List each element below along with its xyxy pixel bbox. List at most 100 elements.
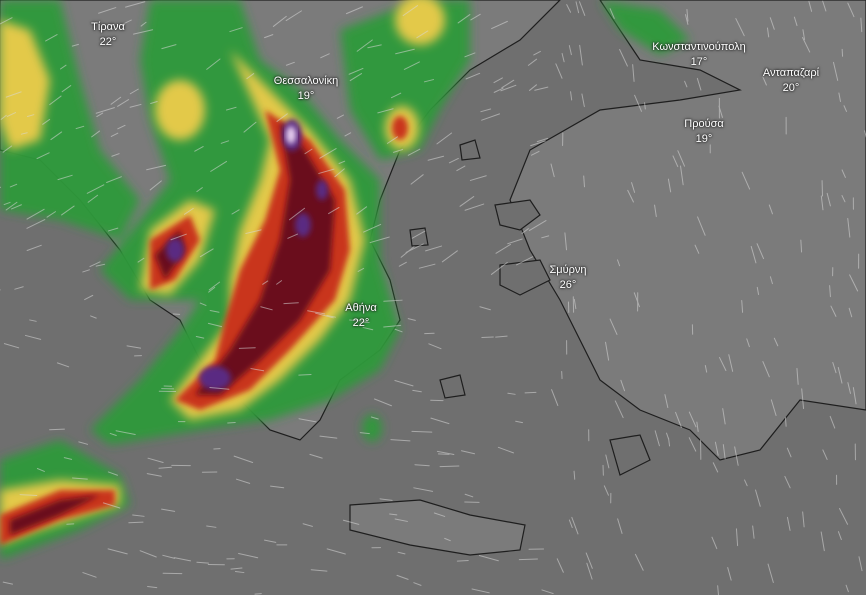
wind-streak (14, 286, 24, 290)
wind-streak (231, 209, 240, 215)
wind-streak (86, 184, 105, 194)
wind-streak (146, 164, 167, 171)
wind-streak (728, 354, 734, 372)
wind-streak (158, 466, 172, 469)
wind-streak (801, 388, 805, 410)
wind-streak (238, 553, 259, 559)
wind-streak (82, 269, 90, 273)
wind-streak (843, 105, 847, 112)
wind-streak (469, 175, 487, 181)
wind-streak (207, 322, 223, 328)
wind-streak (57, 174, 73, 181)
wind-streak (379, 498, 393, 501)
wind-streak (712, 462, 719, 473)
city-name: Προύσα (684, 118, 724, 130)
wind-streak (410, 174, 424, 185)
wind-streak (479, 306, 491, 311)
wind-streak (126, 345, 142, 349)
wind-streak (56, 362, 70, 368)
wind-streak (11, 204, 22, 210)
wind-streak (170, 233, 187, 241)
wind-streak (441, 250, 458, 263)
wind-streak (837, 531, 842, 541)
wind-streak (357, 267, 365, 272)
wind-streak (541, 235, 550, 239)
wind-streak (208, 286, 216, 293)
city-label-bursa[interactable]: Προύσα 19° (684, 117, 723, 147)
wind-streak (283, 302, 299, 305)
wind-streak (209, 310, 220, 313)
wind-streak (367, 44, 382, 49)
wind-streak (132, 514, 145, 517)
wind-streak (344, 132, 352, 137)
city-label-tirana[interactable]: Τίρανα 22° (91, 20, 125, 50)
wind-streak (230, 567, 243, 570)
wind-streak (515, 420, 524, 424)
wind-streak (439, 465, 460, 468)
wind-streak (95, 263, 106, 267)
city-temp: 22° (99, 36, 117, 48)
wind-streak (617, 259, 621, 267)
wind-streak (470, 13, 481, 21)
wind-streak (407, 318, 416, 321)
city-name: Θεσσαλονίκη (273, 75, 339, 87)
wind-streak (766, 27, 770, 38)
wind-streak (276, 280, 283, 285)
wind-streak (389, 513, 398, 516)
city-label-athens[interactable]: Αθήνα 22° (345, 301, 376, 331)
wind-streak (196, 187, 203, 193)
wind-streak (42, 118, 51, 125)
wind-streak (459, 196, 475, 207)
wind-streak (666, 432, 670, 440)
wind-streak (46, 211, 57, 218)
wind-streak (668, 437, 671, 447)
wind-streak (71, 43, 79, 47)
wind-streak (786, 516, 791, 531)
wind-streak (531, 150, 540, 156)
wind-streak (784, 475, 791, 489)
wind-streak (741, 300, 744, 313)
city-temp: 26° (559, 279, 577, 291)
city-label-adapazari[interactable]: Ανταπαζαρί 20° (763, 66, 819, 96)
wind-streak (430, 417, 450, 425)
wind-streak (800, 239, 803, 253)
wind-streak (847, 382, 851, 394)
wind-streak (478, 554, 499, 562)
wind-streak (78, 441, 89, 445)
wind-streak (756, 286, 760, 296)
wind-streak (413, 487, 434, 492)
wind-streak (390, 439, 411, 442)
wind-streak (75, 125, 85, 130)
wind-streak (566, 4, 572, 13)
wind-streak (107, 471, 118, 476)
wind-streak (521, 228, 529, 234)
wind-streak (395, 48, 415, 55)
wind-streak (464, 203, 485, 211)
wind-streak (246, 73, 255, 80)
city-label-istanbul[interactable]: Κωνσταντινούπολη 17° (652, 40, 746, 70)
wind-streak (233, 455, 254, 463)
wind-streak (579, 44, 583, 66)
city-label-izmir[interactable]: Σμύρνη 26° (549, 263, 586, 293)
wind-streak (767, 563, 774, 584)
wind-streak (770, 399, 777, 416)
wind-streak (578, 1, 586, 16)
city-label-thessaloniki[interactable]: Θεσσαλονίκη 19° (274, 74, 338, 104)
wind-streak (334, 168, 345, 178)
city-name: Κωνσταντινούπολη (652, 41, 746, 53)
wind-streak (437, 453, 450, 455)
city-temp: 17° (690, 56, 708, 68)
wind-streak (110, 96, 122, 105)
wind-streak (586, 562, 593, 580)
wind-streak (369, 236, 390, 244)
wind-streak (633, 292, 640, 308)
wind-streak (206, 58, 221, 70)
wind-streak (555, 63, 563, 79)
wind-streak (632, 64, 635, 82)
wind-streak (627, 189, 634, 203)
wind-streak (427, 155, 445, 161)
wind-streak (849, 274, 859, 292)
wind-streak (318, 168, 335, 174)
